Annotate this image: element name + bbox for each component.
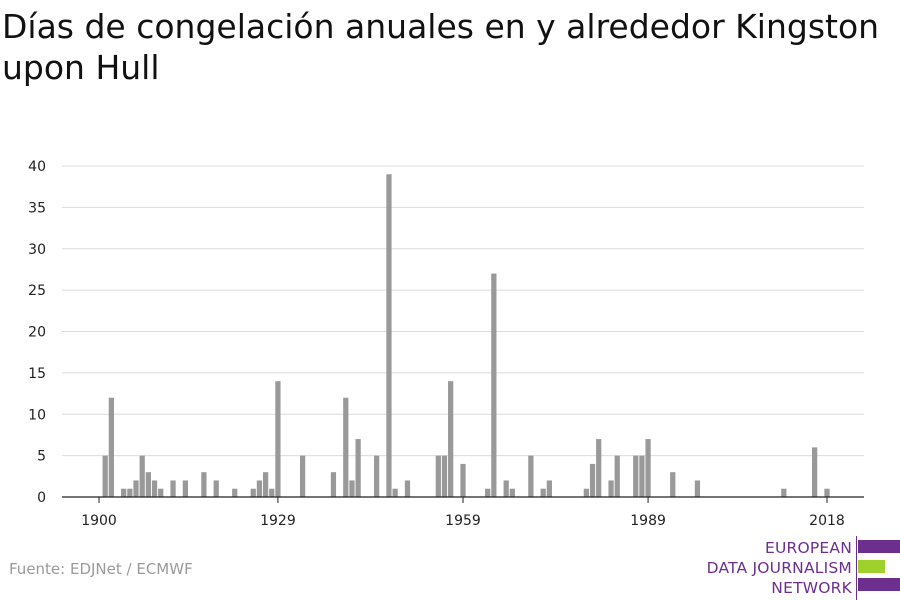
bar [608,480,614,497]
bar [509,488,515,497]
logo-divider [856,536,857,600]
bar [343,397,349,497]
chart-title: Días de congelación anuales en y alreded… [2,7,880,87]
bar [583,488,590,497]
bar [250,488,256,497]
bar [645,439,651,497]
bar [151,480,158,497]
bar [102,455,108,497]
y-tick-label: 20 [28,325,46,341]
bar [256,480,263,497]
bar [232,488,238,497]
bar [485,488,491,497]
x-tick-label: 1900 [81,513,117,529]
bar [145,472,151,497]
logo-line-3: NETWORK [771,579,852,597]
bar [503,480,509,497]
bar [589,463,596,497]
logo-bar-green [858,560,885,573]
logo-bar-purple-top [858,540,900,553]
y-tick-label: 10 [28,407,46,423]
bar [639,455,645,497]
bar [824,488,830,497]
bar [330,472,337,497]
bar [170,480,176,497]
bar [374,455,380,497]
bar [262,472,269,497]
bar [528,455,534,497]
bar [491,273,497,497]
x-tick-label: 1929 [260,513,296,529]
bar [460,463,466,497]
bar [448,381,454,497]
bar [812,447,818,497]
y-tick-label: 40 [28,159,46,175]
x-tick-label: 1989 [630,513,666,529]
y-tick-label: 35 [28,200,46,216]
bar [546,480,552,497]
bar [670,472,676,497]
bar [404,480,411,497]
bar [392,488,398,497]
bar [108,397,114,497]
y-tick-label: 0 [37,490,46,506]
bar [441,455,448,497]
y-tick-label: 25 [28,283,46,299]
bar [158,488,164,497]
source-note: Fuente: EDJNet / ECMWF [9,560,193,578]
bar [540,488,546,497]
y-tick-label: 30 [28,242,46,258]
logo-line-1: EUROPEAN [764,539,852,557]
bar [139,455,145,497]
bar [386,174,392,497]
x-tick-label: 2018 [809,513,845,529]
logo-bar-purple-bottom [858,578,900,591]
y-tick-label: 5 [37,449,46,465]
x-tick-label: 1959 [445,513,481,529]
edjnet-logo: EUROPEAN DATA JOURNALISM NETWORK [700,536,900,600]
bar [121,488,127,497]
x-axis-ticks: 1900 1929 1959 1989 2018 [81,497,845,529]
y-tick-label: 15 [28,366,46,382]
bar [633,455,639,497]
bar [349,480,355,497]
bar [614,455,620,497]
logo-line-2: DATA JOURNALISM [706,559,852,577]
gridlines [62,165,864,457]
bar [299,455,306,497]
bar [596,439,602,497]
bar [213,480,219,497]
bars [102,174,830,497]
bar [201,472,207,497]
bar [781,488,787,497]
bar [269,488,275,497]
bar [133,480,139,497]
bar [182,480,189,497]
bar [275,381,281,497]
bar [355,439,361,497]
bar [694,480,701,497]
bar [435,455,441,497]
y-axis-ticks: 0 5 10 15 20 25 30 35 40 [28,159,46,506]
bar [127,488,133,497]
